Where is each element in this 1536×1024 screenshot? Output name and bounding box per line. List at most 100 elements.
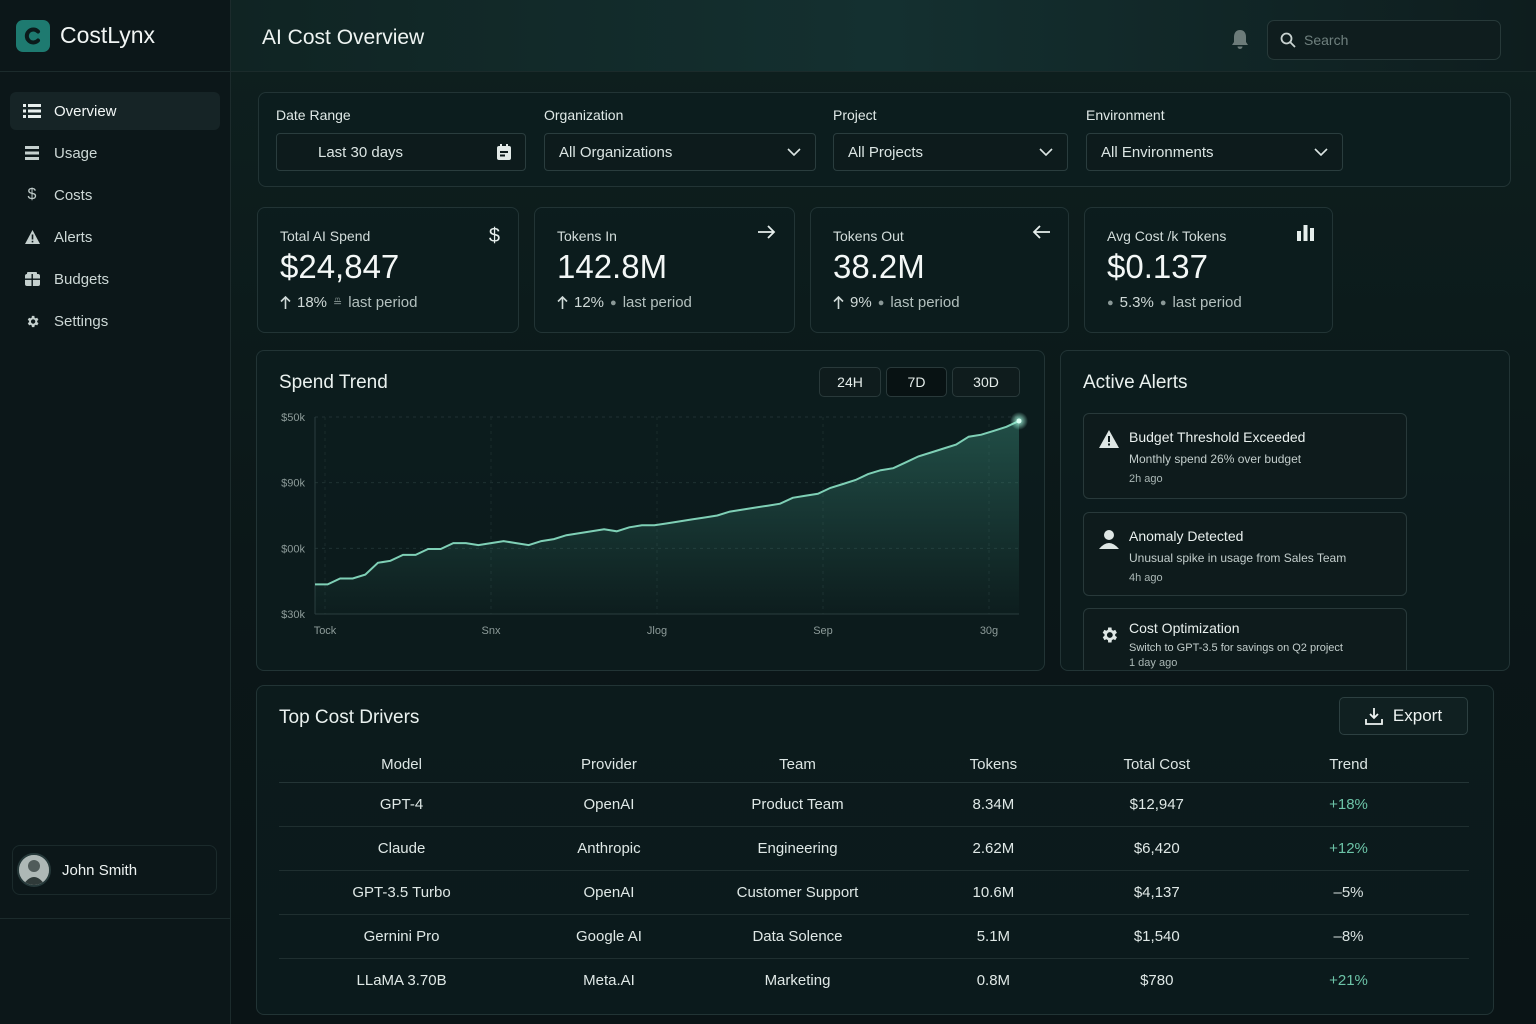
- cell-team: Engineering: [693, 826, 902, 871]
- sidebar-item-usage[interactable]: Usage: [10, 134, 220, 172]
- column-header-trend[interactable]: Trend: [1228, 748, 1469, 783]
- y-tick-label: $00k: [281, 543, 305, 555]
- cell-tokens: 2.62M: [901, 826, 1086, 871]
- separator-icon: ≞: [333, 297, 343, 309]
- range-24h-button[interactable]: 24H: [819, 367, 881, 397]
- spend-line: [315, 419, 1020, 586]
- project-value: All Projects: [848, 143, 924, 161]
- cell-trend: –5%: [1228, 870, 1469, 915]
- sidebar-item-label: Settings: [54, 312, 109, 330]
- column-header-team[interactable]: Team: [693, 748, 902, 783]
- arrow-right-icon: [758, 225, 776, 244]
- cost-drivers-table: Model Provider Team Tokens Total Cost Tr…: [279, 748, 1469, 1002]
- kpi-value: $0.137: [1107, 248, 1208, 285]
- costlynx-logo-icon[interactable]: [16, 19, 50, 52]
- range-30d-button[interactable]: 30D: [952, 367, 1020, 397]
- x-tick-label: Tock: [314, 625, 337, 637]
- cell-tokens: 0.8M: [976, 971, 1011, 989]
- sidebar-item-label: Budgets: [54, 270, 110, 288]
- cell-model: LLaMA 3.70B: [356, 971, 447, 989]
- cell-total-cost: $12,947: [1085, 782, 1229, 827]
- arrow-left-icon: [1032, 225, 1050, 244]
- alert-time: 1 day ago: [1129, 657, 1178, 669]
- chevron-down-icon: [787, 148, 801, 156]
- filter-date-range: Date Range Last 30 days: [276, 107, 526, 171]
- sidebar-item-alerts[interactable]: Alerts: [10, 218, 220, 256]
- kpi-delta: 9% ● last period: [833, 294, 960, 311]
- kpi-delta: ● 5.3% ● last period: [1107, 294, 1242, 311]
- sidebar-item-budgets[interactable]: Budgets: [10, 260, 220, 298]
- notification-bell-icon[interactable]: [1230, 29, 1250, 55]
- search-input[interactable]: [1304, 32, 1484, 48]
- search-box[interactable]: [1267, 20, 1501, 60]
- kpi-delta: 18% ≞ last period: [280, 294, 417, 311]
- alert-anomaly[interactable]: Anomaly Detected Unusual spike in usage …: [1083, 512, 1407, 596]
- kpi-value: 38.2M: [833, 248, 925, 285]
- sidebar-item-settings[interactable]: Settings: [10, 302, 220, 340]
- alert-budget-threshold[interactable]: Budget Threshold Exceeded Monthly spend …: [1083, 413, 1407, 499]
- bar-chart-icon: [1297, 225, 1314, 246]
- environment-value: All Environments: [1101, 143, 1214, 161]
- arrow-up-icon: [280, 296, 291, 309]
- cell-team: Product Team: [693, 782, 902, 827]
- cell-team: Customer Support: [693, 870, 902, 915]
- cell-total-cost: $4,137: [1085, 870, 1229, 915]
- kpi-total-spend: Total AI Spend $ $24,847 18% ≞ last peri…: [257, 207, 519, 333]
- cell-model: GPT-4: [279, 782, 525, 827]
- alert-cost-optimization[interactable]: Cost Optimization Switch to GPT-3.5 for …: [1083, 608, 1407, 670]
- column-header-total-cost[interactable]: Total Cost: [1085, 748, 1229, 783]
- table-row[interactable]: GPT-4 OpenAI Product Team 8.34M $12,947 …: [279, 782, 1469, 827]
- cell-model: GPT-3.5 Turbo: [279, 870, 525, 915]
- alert-desc: Monthly spend 26% over budget: [1129, 452, 1302, 466]
- sidebar-item-label: Overview: [54, 102, 117, 120]
- top-cost-drivers-title: Top Cost Drivers: [279, 707, 420, 728]
- sidebar-item-label: Alerts: [54, 228, 93, 246]
- kpi-label: Tokens Out: [833, 228, 904, 244]
- alert-title: Anomaly Detected: [1129, 528, 1244, 544]
- cell-model: Claude: [279, 826, 525, 871]
- kpi-delta-value: 5.3%: [1119, 294, 1154, 311]
- alert-time: 4h ago: [1129, 572, 1163, 584]
- cell-provider: Anthropic: [524, 826, 694, 871]
- y-tick-label: $50k: [281, 412, 305, 424]
- table-row[interactable]: LLaMA 3.70B Meta.AI Marketing 0.8M $780 …: [279, 958, 1469, 1002]
- dollar-icon: $: [488, 225, 500, 247]
- user-profile[interactable]: John Smith: [12, 845, 217, 895]
- spend-area: [315, 420, 1019, 614]
- column-header-tokens[interactable]: Tokens: [901, 748, 1086, 783]
- app-name: CostLynx: [60, 22, 156, 48]
- project-select[interactable]: All Projects: [833, 133, 1068, 171]
- environment-select[interactable]: All Environments: [1086, 133, 1343, 171]
- organization-select[interactable]: All Organizations: [544, 133, 816, 171]
- cell-total-cost: $780: [1140, 971, 1174, 989]
- sidebar-item-overview[interactable]: Overview: [10, 92, 220, 130]
- stack-icon: [22, 146, 42, 160]
- x-tick-label: 30g: [980, 625, 998, 637]
- range-7d-button[interactable]: 7D: [886, 367, 947, 397]
- avatar: [17, 853, 51, 887]
- dot-icon: ●: [1159, 296, 1167, 309]
- gear-icon: [1099, 625, 1119, 650]
- column-header-model[interactable]: Model: [279, 748, 525, 783]
- alert-title: Cost Optimization: [1129, 620, 1240, 636]
- kpi-delta-value: 9%: [850, 294, 872, 311]
- table-row[interactable]: Claude Anthropic Engineering 2.62M $6,42…: [279, 826, 1469, 871]
- sidebar-item-label: Usage: [54, 144, 98, 162]
- arrow-up-icon: [833, 296, 844, 309]
- table-row[interactable]: GPT-3.5 Turbo OpenAI Customer Support 10…: [279, 870, 1469, 915]
- spend-trend-card: Spend Trend 24H 7D 30D $50k $90k $00k $30k T…: [256, 350, 1045, 671]
- column-header-provider[interactable]: Provider: [524, 748, 694, 783]
- list-icon: [22, 104, 42, 118]
- sidebar-item-costs[interactable]: $ Costs: [10, 176, 220, 214]
- kpi-period: last period: [622, 294, 692, 311]
- kpi-value: $24,847: [280, 248, 400, 285]
- date-range-select[interactable]: Last 30 days: [276, 133, 526, 171]
- export-button[interactable]: Export: [1339, 697, 1468, 735]
- filter-label: Date Range: [276, 107, 351, 123]
- table-row[interactable]: Gernini Pro Google AI Data Solence 5.1M …: [279, 914, 1469, 959]
- filter-environment: Environment All Environments: [1086, 107, 1343, 171]
- kpi-label: Tokens In: [557, 228, 617, 244]
- dot-icon: ●: [1107, 296, 1114, 309]
- kpi-delta-value: 12%: [574, 294, 605, 311]
- alert-desc: Unusual spike in usage from Sales Team: [1129, 551, 1347, 565]
